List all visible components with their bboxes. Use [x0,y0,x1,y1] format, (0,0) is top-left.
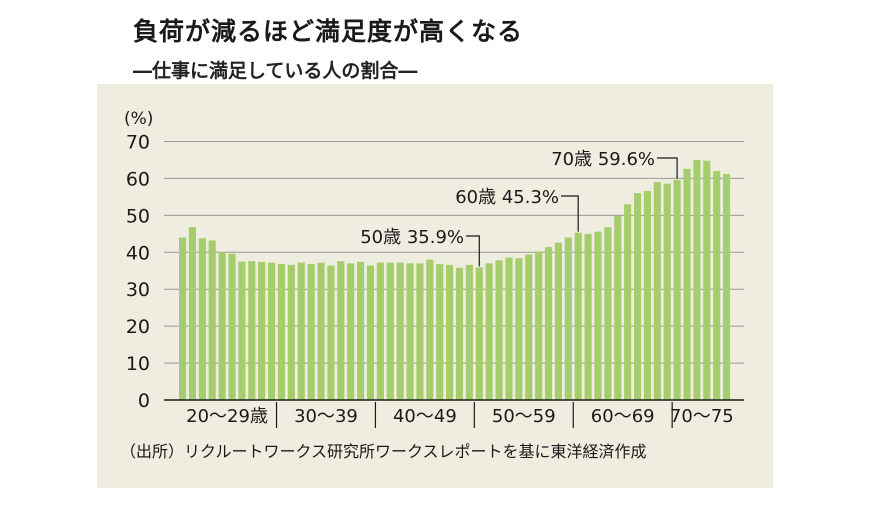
chart-subtitle: ―仕事に満足している人の割合― [133,60,418,82]
bar [228,253,236,400]
annotation-leader [466,235,480,267]
annotation-leader [561,195,579,232]
bar [564,237,572,400]
y-tick-label: 0 [138,390,150,412]
x-group-label: 40〜49 [393,406,457,427]
bar [475,267,483,400]
bar [713,171,721,400]
bar [495,260,503,400]
x-group-label: 60〜69 [591,406,655,427]
annotation-label: 60歳 45.3% [455,187,559,208]
bar [505,257,513,400]
bar [376,262,384,400]
bar [574,232,582,400]
bar [436,264,444,400]
bar [455,267,464,400]
bar [337,261,345,400]
bar [465,264,473,400]
bar [188,227,197,400]
bar [297,262,305,400]
bar [703,160,711,400]
bar [347,263,355,400]
bar [327,265,335,400]
y-tick-label: 20 [126,316,150,338]
bar [663,183,671,400]
bar [614,216,622,400]
bar [357,261,365,400]
bar [406,263,414,400]
bar [277,264,286,400]
x-group-label: 50〜59 [492,406,556,427]
bar [396,262,404,400]
bar [307,264,315,400]
bar [317,262,325,400]
bar [426,259,434,400]
bar [624,204,632,400]
bar [604,227,612,400]
bar [673,179,681,400]
y-tick-label: 50 [126,205,150,227]
bar [554,242,562,400]
y-tick-label: 60 [126,168,150,190]
bar [386,262,394,400]
y-axis-label: (%) [124,109,153,129]
bar [218,252,226,400]
annotation-label: 70歳 59.6% [551,149,655,170]
annotation-label: 50歳 35.9% [360,227,464,248]
source-note: （出所）リクルートワークス研究所ワークスレポートを基に東洋経済作成 [120,442,647,461]
annotation-leader [657,157,678,179]
bar [416,263,424,400]
y-tick-label: 70 [126,132,150,154]
bar [643,190,651,400]
chart-title: 負荷が減るほど満足度が高くなる [133,17,524,46]
bar [198,238,206,400]
bar [446,264,454,400]
x-group-label: 70〜75 [670,406,734,427]
bar [238,261,246,400]
bar [693,159,701,400]
bar [544,247,553,400]
bar [248,261,256,400]
bar [653,182,661,400]
y-tick-label: 10 [126,353,150,375]
bar [287,264,295,400]
x-group-label: 20〜29歳 [186,406,268,427]
bar [515,258,523,400]
bar [683,168,691,400]
bar [366,265,375,400]
bar [584,233,592,400]
bar [535,251,543,400]
bar [208,240,216,400]
bar [525,254,533,400]
bar [633,193,642,400]
bar [723,173,731,400]
bar [268,262,276,400]
bar [258,261,266,400]
y-tick-label: 30 [126,279,150,301]
bar [594,231,602,400]
y-tick-label: 40 [126,242,150,264]
bar [485,263,493,400]
x-group-label: 30〜39 [294,406,358,427]
bar [179,237,187,400]
